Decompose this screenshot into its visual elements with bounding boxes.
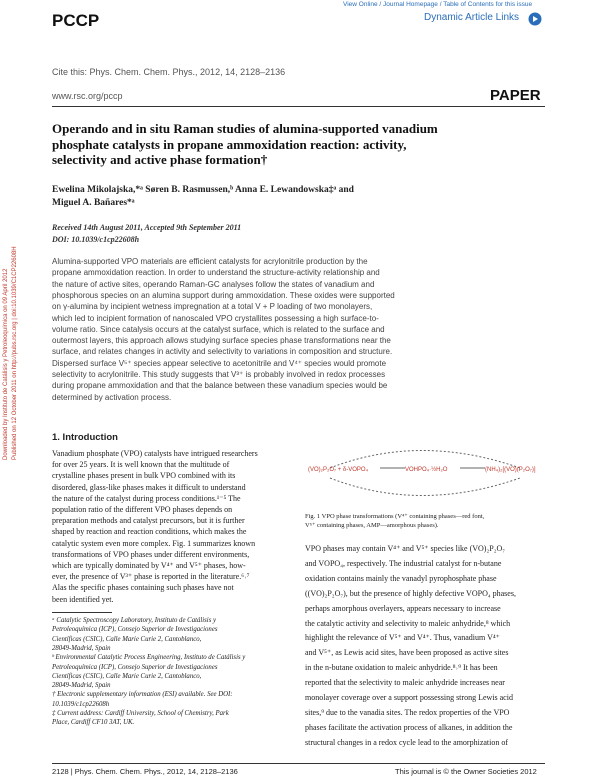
link-icon[interactable] bbox=[528, 12, 542, 26]
body-line: highlight the relevance of V⁵⁺ and V⁴⁺. … bbox=[305, 633, 500, 643]
author-line: Miguel A. Bañares*ᵃ bbox=[52, 197, 135, 208]
article-type: PAPER bbox=[490, 87, 541, 104]
abstract-line: outermost layers, this approach allows s… bbox=[52, 336, 391, 346]
footnote-line: 10.1039/c1cp22608h bbox=[52, 700, 110, 708]
caption-line: Fig. 1 VPO phase transformations (V⁴⁺ co… bbox=[305, 513, 485, 520]
abstract-line: which led to incipient formation of nano… bbox=[52, 313, 379, 323]
abstract-line: volume ratio. Since catalysis occurs at … bbox=[52, 324, 385, 334]
title-line: selectivity and active phase formation† bbox=[52, 152, 268, 167]
dynamic-links[interactable]: Dynamic Article Links bbox=[424, 12, 520, 23]
footnote-line: Petroleoquímica (ICP), Consejo Superior … bbox=[52, 663, 218, 671]
body-line: reported that the selectivity to maleic … bbox=[305, 678, 505, 688]
footer-right: This journal is © the Owner Societies 20… bbox=[395, 767, 537, 776]
body-line: shaped by reaction and reaction conditio… bbox=[52, 527, 247, 537]
body-line: oxidation contains mainly the vanadyl py… bbox=[305, 573, 497, 583]
abstract-line: on γ-alumina by incipient wetness impreg… bbox=[52, 302, 373, 312]
body-line: perhaps amorphous overlayers, appears ne… bbox=[305, 603, 501, 613]
abstract-line: selectivity to acrylonitrile. This study… bbox=[52, 370, 386, 379]
header-links[interactable]: View Online / Journal Homepage / Table o… bbox=[343, 1, 533, 8]
footer-rule bbox=[52, 763, 545, 764]
footnote-line: Científicas (CSIC), Calle Marie Curie 2,… bbox=[52, 672, 202, 680]
abstract-line: Alumina-supported VPO materials are effi… bbox=[52, 257, 368, 266]
footer-left: 2128 | Phys. Chem. Chem. Phys., 2012, 14… bbox=[52, 767, 238, 776]
body-line: phases facilitate the activation process… bbox=[305, 722, 513, 732]
caption-line: V⁵⁺ containing phases, AMP—amorphous pha… bbox=[305, 522, 439, 529]
body-line: the nature of the catalyst during proces… bbox=[52, 493, 241, 503]
body-line: ((VO)₂P₂O₇), but the presence of highly … bbox=[305, 588, 516, 598]
body-line: preparation methods and catalyst precurs… bbox=[52, 516, 245, 526]
body-line: in the n-butane oxidation to maleic anhy… bbox=[305, 663, 498, 673]
footnote-line: ‡ Current address: Cardiff University, S… bbox=[52, 710, 229, 717]
title-line: phosphate catalysts in propane ammoxidat… bbox=[52, 136, 407, 152]
footnote-line: Petroleoquímica (ICP), Consejo Superior … bbox=[52, 626, 218, 634]
date-line: DOI: 10.1039/c1cp22608h bbox=[52, 234, 140, 244]
date-line: Received 14th August 2011, Accepted 9th … bbox=[52, 223, 242, 232]
abstract-line: determined by activation process. bbox=[52, 392, 172, 402]
footnote-line: † Electronic supplementary information (… bbox=[52, 691, 233, 699]
title-line: Operando and in situ Raman studies of al… bbox=[52, 121, 438, 136]
abstract-line: during propane ammoxidation and that the… bbox=[52, 381, 388, 391]
footnote-line: Científicas (CSIC), Calle Marie Curie 2,… bbox=[52, 635, 202, 643]
footnote-line: ᵃ Catalytic Spectroscopy Laboratory, Ins… bbox=[52, 617, 217, 624]
body-line: for over 25 years. It is well known that… bbox=[52, 460, 230, 470]
footnote-line: ᵇ Environmental Catalytic Process Engine… bbox=[52, 654, 246, 662]
body-line: and VOPO₄, respectively. The industrial … bbox=[305, 558, 502, 568]
figure-1: (VO)₂P₂O₇ + δ-VOPO₄ VOHPO₄·½H₂O (NH₄)₂[(… bbox=[308, 450, 536, 496]
publish-note: Published on 12 October 2011 on http://p… bbox=[12, 246, 18, 460]
body-line: which are typically dominated by V⁴⁺ and… bbox=[52, 561, 246, 570]
body-line: been identified yet. bbox=[52, 594, 114, 604]
figure-label: (NH₄)₂[(VO)(P₂O₇)] bbox=[485, 467, 536, 473]
body-line: monolayer coverage over a support posses… bbox=[305, 693, 513, 702]
abstract-line: surface, and relates changes in activity… bbox=[52, 347, 393, 357]
journal-url[interactable]: www.rsc.org/pccp bbox=[52, 91, 123, 101]
body-line: catalytic system even more complex. Fig.… bbox=[52, 538, 256, 548]
body-line: Alas the specific phases containing such… bbox=[52, 583, 234, 593]
body-line: structural changes in a redox cycle lead… bbox=[305, 737, 509, 747]
figure-label: (VO)₂P₂O₇ + δ-VOPO₄ bbox=[308, 467, 369, 473]
footnote-line: Place, Cardiff CF10 3AT, UK. bbox=[52, 719, 135, 727]
abstract-line: the nature of active sites, operando Ram… bbox=[52, 279, 375, 289]
download-note: Downloaded by Instituto de Catálisis y P… bbox=[3, 268, 9, 460]
figure-label: VOHPO₄·½H₂O bbox=[405, 466, 448, 473]
section-heading: 1. Introduction bbox=[52, 432, 118, 443]
body-line: the catalytic activity and selectivity t… bbox=[305, 618, 511, 628]
abstract-line: phosphorous species on an alumina suppor… bbox=[52, 290, 395, 300]
footnote-line: 28049-Madrid, Spain bbox=[52, 644, 111, 652]
body-line: and V⁵⁺, as Lewis acid sites, have been … bbox=[305, 648, 509, 658]
body-line: population ratio of the different VPO ph… bbox=[52, 505, 233, 514]
footnote-rule bbox=[52, 612, 112, 613]
body-line: VPO phases may contain V⁴⁺ and V⁵⁺ speci… bbox=[305, 544, 506, 553]
body-line: sites,⁹ due to the vanadia sites. The re… bbox=[305, 707, 510, 717]
author-line: Ewelina Mikolajska,*ᵃ Søren B. Rasmussen… bbox=[52, 185, 354, 195]
body-line: disordered, glass-like phases makes it d… bbox=[52, 482, 246, 492]
body-line: Vanadium phosphate (VPO) catalysts have … bbox=[52, 449, 258, 458]
body-line: transformations of VPO phases under diff… bbox=[52, 549, 250, 559]
footnote-line: 28049-Madrid, Spain bbox=[52, 682, 111, 690]
abstract-line: propane ammoxidation reaction. In order … bbox=[52, 268, 380, 278]
journal-name: PCCP bbox=[52, 11, 100, 30]
rule bbox=[52, 106, 545, 107]
body-line: crystalline phases present in bulk VPO c… bbox=[52, 471, 236, 481]
citation: Cite this: Phys. Chem. Chem. Phys., 2012… bbox=[52, 67, 286, 77]
body-line: ever, the presence of V³⁺ phase is repor… bbox=[52, 572, 250, 582]
abstract-line: Dispersed surface V⁵⁺ species appear sel… bbox=[52, 358, 387, 368]
